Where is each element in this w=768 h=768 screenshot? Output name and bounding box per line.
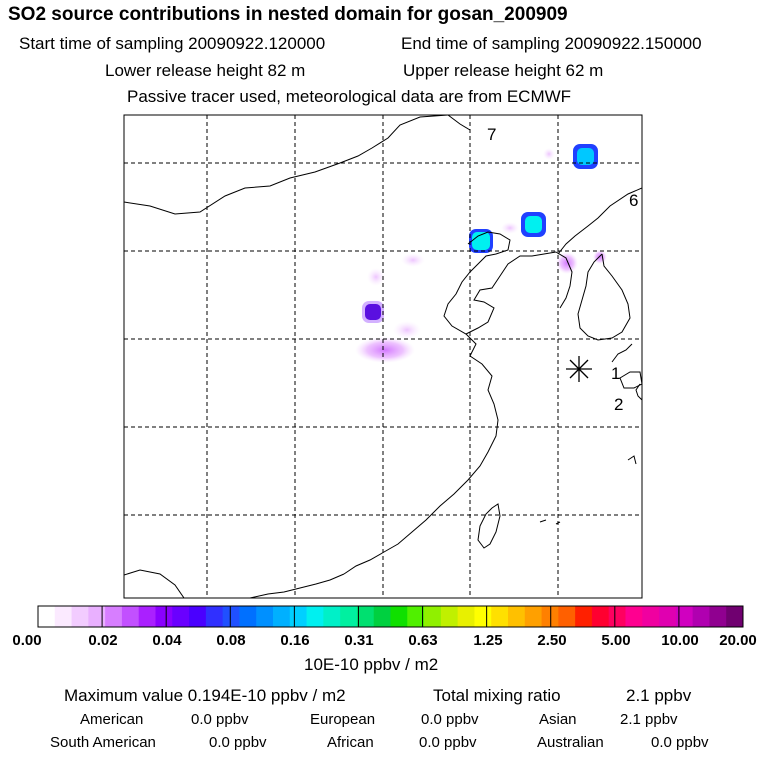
colorbar-swatch: [558, 606, 576, 627]
marker-label: 6: [629, 191, 639, 210]
tracer-note: Passive tracer used, meteorological data…: [127, 87, 572, 106]
colorbar-swatch: [105, 606, 123, 627]
colorbar-tick: 0.16: [280, 632, 310, 649]
colorbar-swatch: [474, 606, 492, 627]
colorbar-swatch: [88, 606, 106, 627]
colorbar-swatch: [222, 606, 240, 627]
colorbar-tick: 0.08: [216, 632, 246, 649]
coastlines: [124, 115, 642, 598]
colorbar-swatch: [440, 606, 459, 627]
colorbar-swatch: [189, 606, 207, 627]
colorbar-swatch: [608, 606, 626, 627]
region-name: African: [327, 734, 374, 751]
region-value: 0.0 ppbv: [191, 711, 249, 728]
page-title: SO2 source contributions in nested domai…: [8, 4, 568, 25]
region-name: Asian: [539, 711, 577, 728]
colorbar-swatch: [172, 606, 190, 627]
colorbar-tick: 0.31: [344, 632, 374, 649]
colorbar-swatch: [306, 606, 324, 627]
plume-high-source: [521, 212, 546, 237]
colorbar-tick: 2.50: [537, 632, 567, 649]
total-mixing-label: Total mixing ratio: [433, 686, 561, 705]
colorbar-tick: 0.04: [152, 632, 182, 649]
colorbar-swatch: [457, 606, 475, 627]
max-value-label: Maximum value 0.194E-10 ppbv / m2: [64, 686, 346, 705]
japan-outline: [619, 371, 642, 389]
plume-low-areas: [355, 148, 607, 363]
plume-mid-source: [362, 301, 384, 323]
start-time-label: Start time of sampling 20090922.120000: [19, 34, 326, 53]
colorbar-swatch: [575, 606, 593, 627]
colorbar-swatch: [591, 606, 610, 627]
colorbar-swatch: [709, 606, 727, 627]
colorbar-swatch: [273, 606, 291, 627]
colorbar: [37, 605, 744, 628]
colorbar-unit: 10E-10 ppbv / m2: [304, 655, 439, 674]
colorbar-tick: 10.00: [661, 632, 699, 649]
colorbar-swatch: [38, 606, 56, 627]
marker-label: 7: [487, 125, 497, 144]
colorbar-swatch: [71, 606, 89, 627]
colorbar-swatch: [390, 606, 408, 627]
colorbar-swatch: [491, 606, 509, 627]
taiwan-outline: [477, 503, 501, 549]
colorbar-swatch: [323, 606, 341, 627]
total-mixing-value: 2.1 ppbv: [626, 686, 692, 705]
region-value: 0.0 ppbv: [421, 711, 479, 728]
colorbar-swatch: [356, 606, 375, 627]
colorbar-swatch: [407, 606, 425, 627]
colorbar-swatch: [625, 606, 643, 627]
colorbar-swatch: [373, 606, 391, 627]
islands-outline: [539, 455, 637, 525]
colorbar-swatch: [155, 606, 173, 627]
colorbar-swatch: [54, 606, 73, 627]
region-name: South American: [50, 734, 156, 751]
plume-high-source: [573, 144, 598, 169]
colorbar-swatch: [340, 606, 358, 627]
region-value: 0.0 ppbv: [209, 734, 267, 751]
lat-lon-grid: [124, 115, 642, 598]
marker-label: 1: [611, 364, 621, 383]
lower-release-label: Lower release height 82 m: [105, 61, 306, 80]
upper-release-label: Upper release height 62 m: [403, 61, 604, 80]
colorbar-swatch: [256, 606, 274, 627]
colorbar-tick: 0.00: [12, 632, 42, 649]
colorbar-swatch: [524, 606, 543, 627]
colorbar-tick: 0.02: [88, 632, 118, 649]
colorbar-tick: 1.25: [473, 632, 503, 649]
region-name: Australian: [537, 734, 604, 751]
colorbar-swatch: [239, 606, 257, 627]
colorbar-swatch: [642, 606, 660, 627]
colorbar-swatch: [675, 606, 694, 627]
plume-high-source: [469, 229, 493, 253]
colorbar-tick: 0.63: [408, 632, 438, 649]
region-value: 2.1 ppbv: [620, 711, 678, 728]
map-frame: [123, 114, 643, 599]
colorbar-swatch: [541, 606, 559, 627]
colorbar-swatch: [508, 606, 526, 627]
colorbar-swatch: [289, 606, 308, 627]
region-name: European: [310, 711, 376, 728]
colorbar-tick: 5.00: [601, 632, 631, 649]
region-name: American: [80, 711, 144, 728]
colorbar-frame: [37, 605, 744, 628]
region-value: 0.0 ppbv: [419, 734, 477, 751]
end-time-label: End time of sampling 20090922.150000: [401, 34, 702, 53]
colorbar-swatch: [659, 606, 677, 627]
colorbar-swatch: [138, 606, 156, 627]
colorbar-swatch: [726, 606, 744, 627]
colorbar-tick: 20.00: [719, 632, 757, 649]
colorbar-swatch: [692, 606, 710, 627]
region-value: 0.0 ppbv: [651, 734, 709, 751]
colorbar-swatch: [424, 606, 442, 627]
receptor-asterisk-icon: [566, 356, 592, 382]
colorbar-swatch: [205, 606, 224, 627]
marker-label: 2: [614, 395, 624, 414]
colorbar-swatch: [121, 606, 140, 627]
